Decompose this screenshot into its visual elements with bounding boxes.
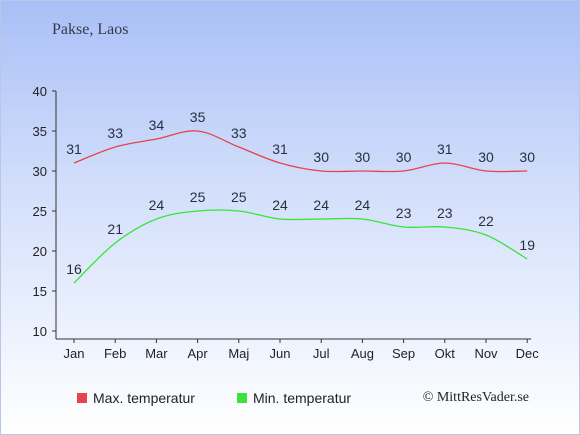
legend-item-max: Max. temperatur bbox=[77, 390, 195, 406]
data-label-series-0: 31 bbox=[437, 141, 453, 157]
x-tick-label: Sep bbox=[392, 346, 415, 361]
y-tick-label: 15 bbox=[33, 284, 47, 299]
x-tick-label: Jan bbox=[64, 346, 85, 361]
x-tick-label: Jun bbox=[270, 346, 291, 361]
series-line-1 bbox=[73, 209, 528, 284]
x-tick-label: Feb bbox=[104, 346, 126, 361]
data-label-series-1: 24 bbox=[272, 197, 288, 213]
data-label-series-1: 25 bbox=[190, 189, 206, 205]
legend-swatch-max bbox=[77, 393, 87, 403]
x-tick-label: Apr bbox=[187, 346, 208, 361]
data-label-series-1: 19 bbox=[519, 237, 535, 253]
x-tick-label: Mar bbox=[145, 346, 168, 361]
x-tick-label: Nov bbox=[474, 346, 498, 361]
series-line-0 bbox=[73, 130, 528, 173]
y-tick-label: 40 bbox=[33, 84, 47, 99]
data-label-series-1: 25 bbox=[231, 189, 247, 205]
legend-item-min: Min. temperatur bbox=[237, 390, 351, 406]
data-label-series-0: 30 bbox=[355, 149, 371, 165]
legend-label-min: Min. temperatur bbox=[253, 390, 352, 406]
x-tick-label: Okt bbox=[435, 346, 456, 361]
y-tick-label: 30 bbox=[33, 164, 47, 179]
data-label-series-0: 30 bbox=[396, 149, 412, 165]
y-tick-label: 35 bbox=[33, 124, 47, 139]
data-label-series-0: 31 bbox=[66, 141, 82, 157]
data-label-series-0: 33 bbox=[231, 125, 247, 141]
data-label-series-0: 31 bbox=[272, 141, 288, 157]
data-label-series-1: 16 bbox=[66, 261, 82, 277]
x-tick-label: Maj bbox=[228, 346, 249, 361]
copyright: © MittResVader.se bbox=[422, 390, 529, 405]
data-label-series-1: 24 bbox=[355, 197, 371, 213]
data-label-series-0: 35 bbox=[190, 109, 206, 125]
data-label-series-0: 34 bbox=[149, 117, 165, 133]
data-label-series-0: 30 bbox=[519, 149, 535, 165]
x-tick-label: Dec bbox=[516, 346, 540, 361]
x-tick-label: Aug bbox=[351, 346, 374, 361]
data-label-series-1: 22 bbox=[478, 213, 494, 229]
chart-title: Pakse, Laos bbox=[52, 21, 129, 38]
data-label-series-0: 30 bbox=[478, 149, 494, 165]
y-tick-label: 10 bbox=[33, 324, 47, 339]
data-label-series-1: 23 bbox=[437, 205, 453, 221]
data-label-series-1: 24 bbox=[313, 197, 329, 213]
data-label-series-0: 33 bbox=[107, 125, 123, 141]
data-label-series-1: 23 bbox=[396, 205, 412, 221]
y-tick-label: 20 bbox=[33, 244, 47, 259]
x-tick-label: Jul bbox=[313, 346, 330, 361]
legend-label-max: Max. temperatur bbox=[93, 390, 195, 406]
data-label-series-1: 21 bbox=[107, 221, 123, 237]
legend-swatch-min bbox=[237, 393, 247, 403]
data-label-series-1: 24 bbox=[149, 197, 165, 213]
y-tick-label: 25 bbox=[33, 204, 47, 219]
data-label-series-0: 30 bbox=[313, 149, 329, 165]
